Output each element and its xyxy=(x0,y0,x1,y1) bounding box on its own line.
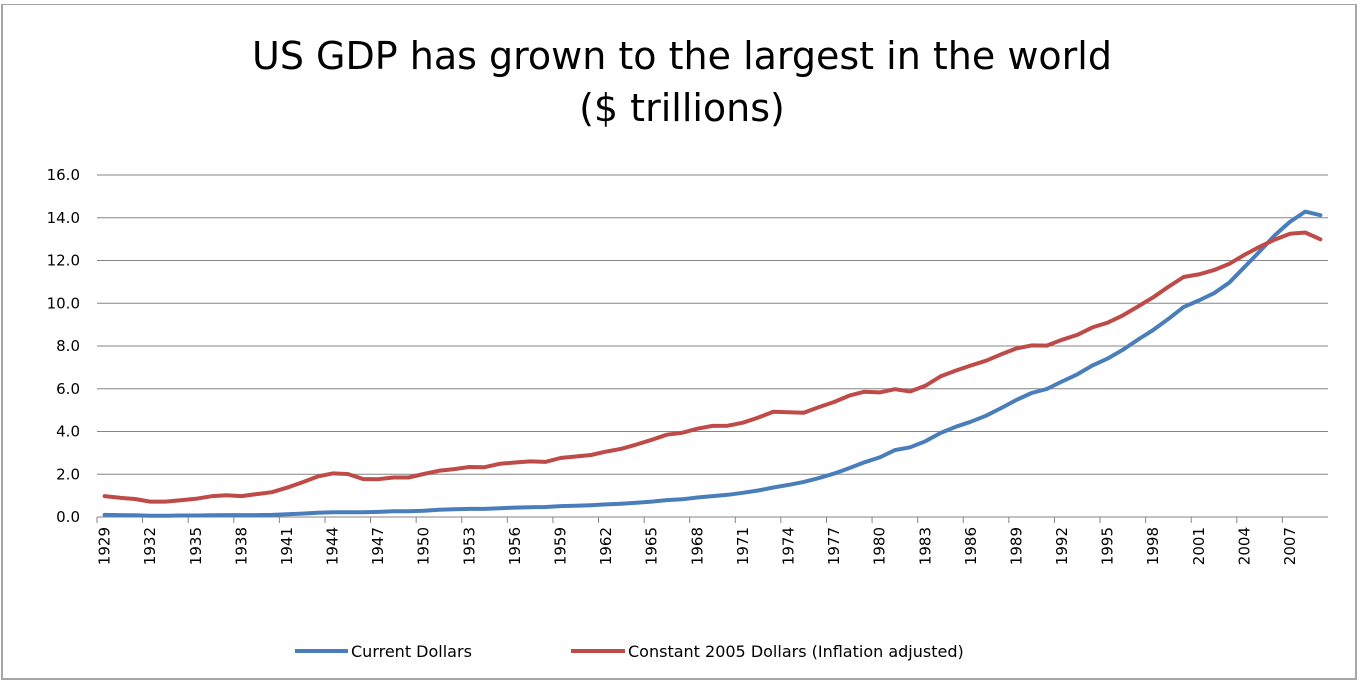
x-tick-label: 1980 xyxy=(871,527,889,565)
x-tick-label: 2001 xyxy=(1190,527,1208,565)
x-tick-label: 1986 xyxy=(962,527,980,565)
series-line-current-dollars xyxy=(102,209,1323,518)
y-tick-label: 14.0 xyxy=(47,209,80,227)
x-tick-label: 1932 xyxy=(141,527,159,565)
y-tick-label: 12.0 xyxy=(47,252,80,270)
legend: Current Dollars Constant 2005 Dollars (In… xyxy=(295,642,964,661)
x-tick-label: 1995 xyxy=(1099,527,1117,565)
x-tick-label: 1947 xyxy=(369,527,387,565)
chart-title-block: US GDP has grown to the largest in the w… xyxy=(0,30,1364,134)
legend-label: Current Dollars xyxy=(351,642,472,661)
x-tick-label: 1956 xyxy=(506,527,524,565)
y-tick-label: 16.0 xyxy=(47,166,80,184)
legend-label: Constant 2005 Dollars (Inflation adjuste… xyxy=(628,642,964,661)
y-tick-label: 2.0 xyxy=(56,465,80,483)
x-tick-label: 1962 xyxy=(597,527,615,565)
x-tick-label: 1938 xyxy=(232,527,250,565)
x-tick-label: 1971 xyxy=(734,527,752,565)
series-line-constant-dollars xyxy=(102,230,1323,504)
y-tick-label: 8.0 xyxy=(56,337,80,355)
y-tick-label: 10.0 xyxy=(47,294,80,312)
x-tick-label: 1983 xyxy=(916,527,934,565)
chart-title: US GDP has grown to the largest in the w… xyxy=(252,34,1112,78)
y-axis-tick-labels: 0.0 2.0 4.0 6.0 8.0 10.0 12.0 14.0 16.0 xyxy=(47,166,80,526)
x-tick-label: 1968 xyxy=(688,527,706,565)
x-tick-label: 2007 xyxy=(1281,527,1299,565)
x-tick-label: 1998 xyxy=(1144,527,1162,565)
x-tick-label: 1992 xyxy=(1053,527,1071,565)
x-tick-label: 1944 xyxy=(324,527,342,565)
x-tick-label: 1953 xyxy=(460,527,478,565)
y-tick-label: 4.0 xyxy=(56,423,80,441)
chart-subtitle: ($ trillions) xyxy=(579,86,785,130)
x-axis: 1929 1932 1935 1938 1941 1944 1947 1950 1953 1956… xyxy=(96,517,1299,565)
x-tick-label: 1929 xyxy=(96,527,114,565)
x-tick-label: 1950 xyxy=(415,527,433,565)
x-tick-label: 1941 xyxy=(278,527,296,565)
x-tick-label: 1959 xyxy=(552,527,570,565)
y-tick-label: 6.0 xyxy=(56,380,80,398)
x-tick-label: 1977 xyxy=(825,527,843,565)
y-tick-label: 0.0 xyxy=(56,508,80,526)
x-tick-label: 2004 xyxy=(1235,527,1253,565)
series-lines xyxy=(102,209,1323,518)
x-tick-label: 1935 xyxy=(187,527,205,565)
x-tick-label: 1965 xyxy=(643,527,661,565)
x-tick-label: 1989 xyxy=(1007,527,1025,565)
x-tick-label: 1974 xyxy=(779,527,797,565)
gridlines xyxy=(97,174,1328,518)
